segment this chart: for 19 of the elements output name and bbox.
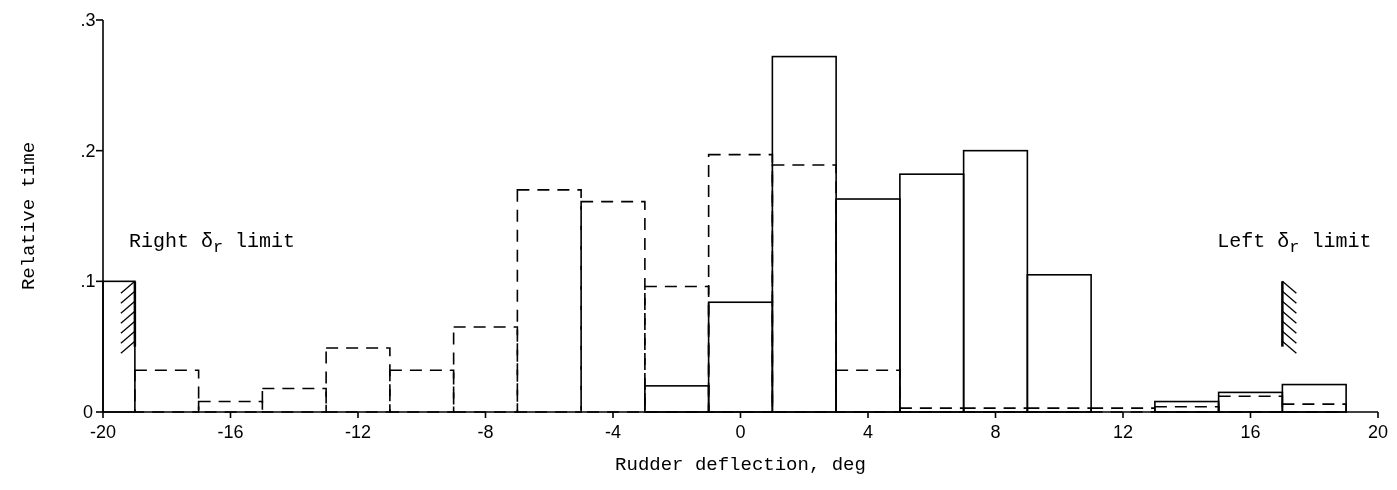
ref-line-label: Right δ$_{r}$ limit [128,230,296,258]
ref-line-label: Left δ$_{r}$ limit [1217,230,1372,258]
x-axis-title: Rudder deflection, deg [615,454,866,476]
y-tick-label: .3 [80,10,96,30]
y-tick-label: 0 [82,402,94,422]
x-tick-label: 20 [1367,422,1389,442]
x-tick-label: 0 [735,422,746,442]
x-tick-label: -20 [89,422,117,442]
y-tick-label: .2 [80,140,96,161]
x-tick-label: -12 [344,422,372,442]
x-tick-label: 8 [990,422,1001,442]
x-tick-label: 12 [1112,422,1134,442]
x-tick-label: 16 [1240,422,1261,442]
y-axis-title: Relative time [18,141,40,291]
y-tick-label: .1 [80,271,96,292]
x-tick-label: 4 [862,422,874,442]
x-tick-label: -16 [217,422,244,442]
x-tick-label: -4 [604,422,622,442]
x-tick-label: -8 [477,422,494,442]
